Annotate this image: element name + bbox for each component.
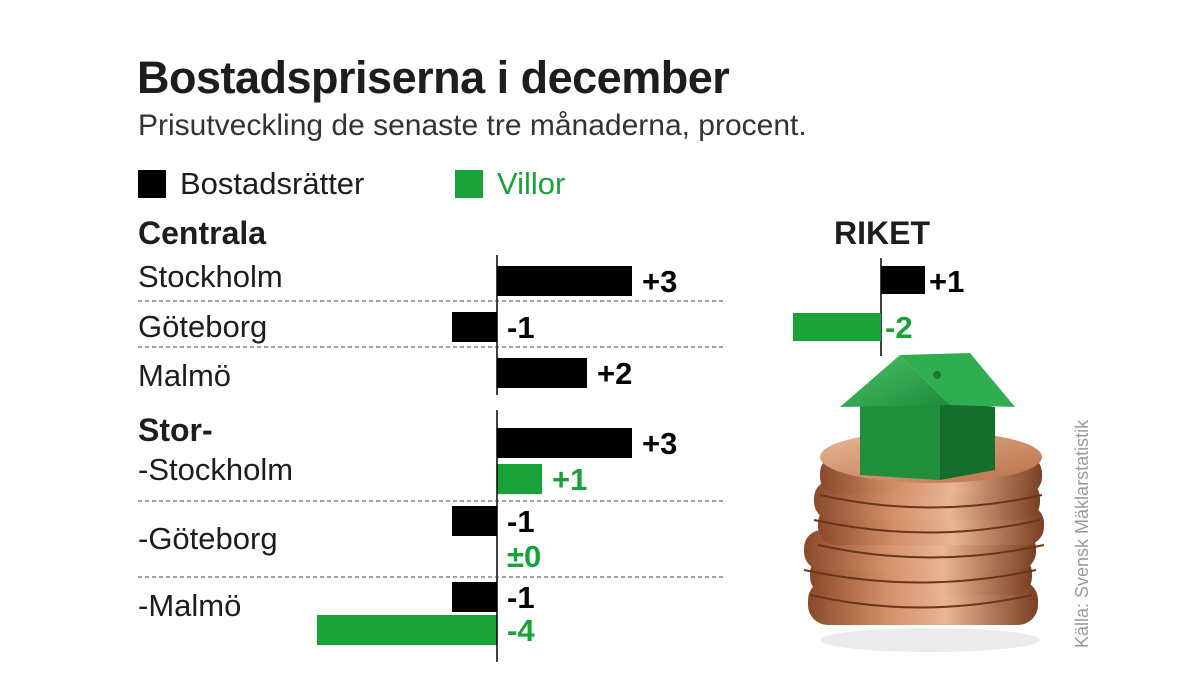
riket-title: RIKET — [834, 215, 930, 251]
bar-bostadsratter-centrala-1 — [497, 266, 632, 296]
house-icon — [840, 353, 1015, 480]
bar-bostadsratter-stor-3 — [452, 582, 497, 612]
value-label-bostadsratter-centrala-3: +2 — [597, 356, 632, 391]
source-credit: Källa: Svensk Mäklarstatistik — [1072, 419, 1092, 648]
legend-swatch-villor — [455, 170, 483, 198]
legend-item-villor: Villor — [455, 166, 565, 202]
value-label-villor-riket: -2 — [885, 310, 913, 345]
row-label-stor-1: -Stockholm — [138, 452, 293, 487]
row-label-stor-3: -Malmö — [138, 588, 241, 623]
value-label-bostadsratter-stor-2: -1 — [507, 504, 535, 539]
value-label-villor-stor-1: +1 — [552, 462, 587, 497]
value-label-bostadsratter-stor-3: -1 — [507, 580, 535, 615]
group-label-centrala: Centrala — [138, 215, 266, 251]
value-label-bostadsratter-centrala-2: -1 — [507, 310, 535, 345]
bar-villor-riket — [793, 313, 881, 341]
bar-villor-stor-1 — [497, 464, 542, 494]
value-label-villor-stor-3: -4 — [507, 613, 535, 648]
value-label-villor-stor-2: ±0 — [507, 539, 541, 574]
row-label-3: Malmö — [138, 358, 231, 393]
value-label-bostadsratter-stor-1: +3 — [642, 426, 677, 461]
value-label-bostadsratter-riket: +1 — [929, 264, 964, 299]
value-label-bostadsratter-centrala-1: +3 — [642, 264, 677, 299]
bar-bostadsratter-centrala-3 — [497, 358, 587, 388]
group-label-stor: Stor- — [138, 412, 213, 448]
bar-bostadsratter-stor-2 — [452, 506, 497, 536]
legend-label-villor: Villor — [497, 166, 566, 201]
chart-title: Bostadspriserna i december — [137, 52, 730, 103]
legend-swatch-bostadsratter — [138, 170, 166, 198]
chart-subtitle: Prisutveckling de senaste tre månaderna,… — [138, 109, 807, 142]
bar-bostadsratter-centrala-2 — [452, 312, 497, 342]
row-label-1: Stockholm — [138, 259, 283, 294]
legend-item-bostadsratter: Bostadsrätter — [138, 166, 364, 202]
house-on-coins-illustration — [803, 353, 1045, 652]
bar-villor-stor-3 — [317, 615, 497, 645]
legend-label-bostadsratter: Bostadsrätter — [180, 166, 365, 201]
row-label-2: Göteborg — [138, 309, 267, 344]
bar-bostadsratter-riket — [881, 266, 925, 294]
row-label-stor-2: -Göteborg — [138, 521, 278, 556]
bar-bostadsratter-stor-1 — [497, 428, 632, 458]
